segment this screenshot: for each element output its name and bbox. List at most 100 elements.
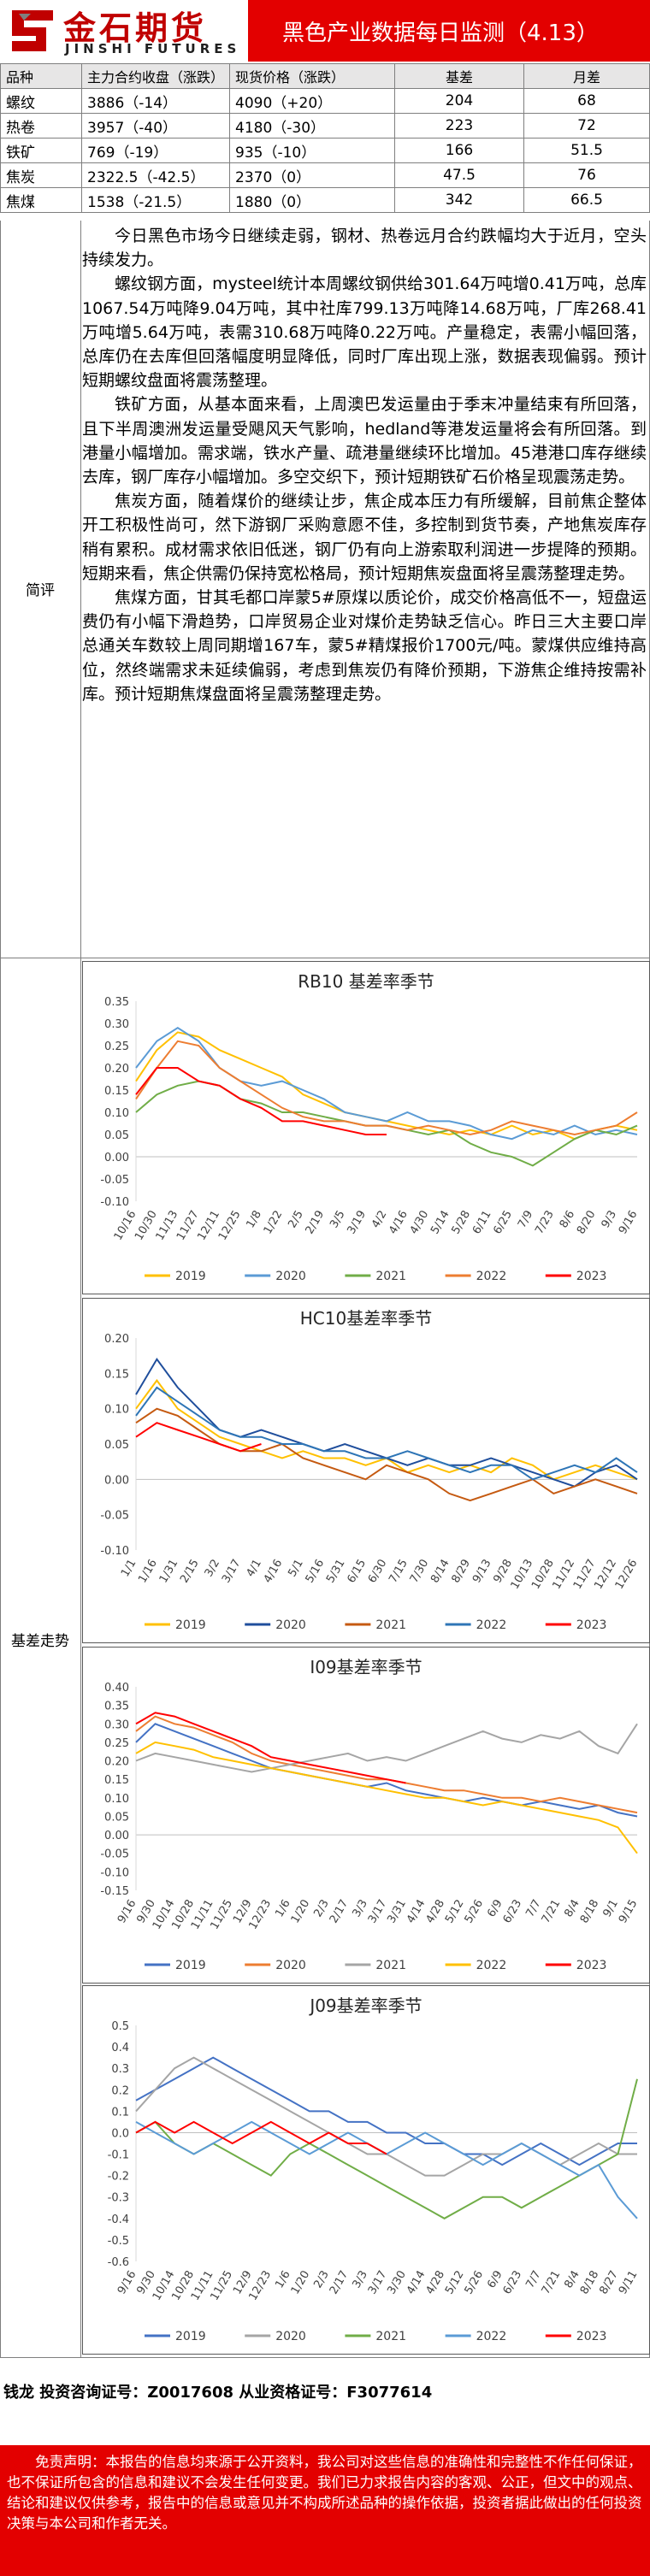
month-spread-value: 66.5 bbox=[523, 187, 650, 213]
series-line-2019 bbox=[135, 1031, 638, 1141]
x-tick-label: 1/22 bbox=[262, 1209, 286, 1237]
legend-label: 2023 bbox=[576, 2330, 607, 2343]
y-tick-label: 0.20 bbox=[104, 1063, 129, 1076]
x-tick-label: 7/21 bbox=[540, 1898, 564, 1926]
y-tick-label: 0.15 bbox=[104, 1368, 129, 1381]
frame-bottom-border bbox=[0, 2357, 650, 2358]
x-tick-label: 8/18 bbox=[578, 1898, 602, 1926]
series-line-2021 bbox=[135, 2078, 638, 2219]
y-tick-label: -0.05 bbox=[100, 1848, 129, 1861]
commentary-paragraph: 铁矿方面，从基本面来看，上周澳巴发运量由于季末冲量结束有所回落，且下半周澳洲发运… bbox=[82, 395, 647, 487]
x-tick-label: 1/1 bbox=[119, 1558, 139, 1580]
y-tick-label: 0.30 bbox=[104, 1018, 129, 1031]
spot-price: 4090（+20） bbox=[229, 88, 395, 114]
table-row: 焦煤 1538（-21.5） 1880（0） 342 66.5 bbox=[0, 187, 650, 213]
x-tick-label: 7/30 bbox=[408, 1558, 432, 1586]
x-tick-label: 2/19 bbox=[304, 1209, 328, 1237]
basis-value: 47.5 bbox=[394, 162, 524, 188]
y-tick-label: -0.1 bbox=[108, 2149, 129, 2162]
x-tick-label: 9/16 bbox=[115, 2269, 139, 2297]
y-tick-label: -0.10 bbox=[100, 1866, 129, 1879]
legend-label: 2022 bbox=[476, 1959, 507, 1972]
y-tick-label: 0.40 bbox=[104, 1682, 129, 1695]
x-tick-label: 3/31 bbox=[385, 1898, 409, 1926]
x-tick-label: 9/16 bbox=[617, 1209, 641, 1237]
y-tick-label: 0.10 bbox=[104, 1793, 129, 1806]
y-tick-label: 0.15 bbox=[104, 1774, 129, 1787]
x-tick-label: 4/2 bbox=[369, 1209, 389, 1231]
contract-close: 3957（-40） bbox=[81, 113, 230, 139]
commentary-paragraph: 焦煤方面，甘其毛都口岸蒙5#原煤以质论价，成交价格高低不一，短盘运费仍有小幅下滑… bbox=[82, 588, 647, 704]
x-tick-label: 5/26 bbox=[463, 1898, 487, 1926]
product-name: 焦炭 bbox=[0, 162, 82, 188]
y-tick-label: 0.00 bbox=[104, 1152, 129, 1164]
y-tick-label: -0.05 bbox=[100, 1510, 129, 1523]
legend-label: 2022 bbox=[476, 1270, 507, 1283]
legend-label: 2019 bbox=[175, 1959, 206, 1972]
x-tick-label: 7/23 bbox=[533, 1209, 557, 1237]
title-bar bbox=[248, 0, 650, 62]
x-tick-label: 2/5 bbox=[286, 1209, 305, 1231]
x-tick-label: 5/16 bbox=[304, 1558, 328, 1586]
x-tick-label: 8/20 bbox=[575, 1209, 599, 1237]
commentary-paragraph: 螺纹钢方面，mysteel统计本周螺纹钢供给301.64万吨增0.41万吨，总库… bbox=[82, 274, 647, 391]
x-tick-label: 9/15 bbox=[617, 1898, 641, 1926]
col-header-product: 品种 bbox=[0, 63, 82, 89]
x-tick-label: 4/30 bbox=[408, 1209, 432, 1237]
product-name: 焦煤 bbox=[0, 187, 82, 213]
x-tick-label: 5/26 bbox=[463, 2269, 487, 2297]
chart-j09-basis: J09基差率季节 0.5 0.4 0.3 0.2 0.1 0.0 -0.1 -0.2 -0.3 -0… bbox=[82, 1985, 650, 2355]
x-tick-label: 5/12 bbox=[443, 1898, 467, 1926]
series-line-2023 bbox=[135, 1422, 262, 1453]
basis-value: 342 bbox=[394, 187, 524, 213]
contract-close: 1538（-21.5） bbox=[81, 187, 230, 213]
col-header-month-spread: 月差 bbox=[523, 63, 650, 89]
x-tick-label: 1/16 bbox=[136, 1558, 160, 1586]
x-tick-label: 7/21 bbox=[540, 2269, 564, 2297]
logo-english-name: JINSHI FUTURES bbox=[65, 41, 241, 56]
month-spread-value: 72 bbox=[523, 113, 650, 139]
y-tick-label: 0.20 bbox=[104, 1756, 129, 1769]
x-tick-label: 12/26 bbox=[613, 1558, 641, 1592]
basis-value: 204 bbox=[394, 88, 524, 114]
x-tick-label: 3/30 bbox=[385, 2269, 409, 2297]
x-tick-label: 2/17 bbox=[328, 1898, 352, 1926]
y-tick-label: 0.25 bbox=[104, 1737, 129, 1750]
x-tick-label: 6/11 bbox=[470, 1209, 494, 1237]
series-line-2020 bbox=[135, 1357, 638, 1488]
chart-title: RB10 基差率季节 bbox=[298, 971, 434, 992]
report-header: 金石期货 JINSHI FUTURES 黑色产业数据每日监测（4.13） bbox=[0, 0, 650, 62]
legend-label: 2023 bbox=[576, 1270, 607, 1283]
x-tick-label: 8/14 bbox=[428, 1558, 452, 1586]
x-tick-label: 2/17 bbox=[328, 2269, 352, 2297]
x-tick-label: 9/16 bbox=[115, 1898, 139, 1926]
comment-section-label: 简评 bbox=[26, 582, 55, 599]
x-tick-label: 6/23 bbox=[501, 2269, 525, 2297]
series-line-2023 bbox=[135, 2120, 387, 2155]
y-tick-label: 0.4 bbox=[111, 2042, 129, 2054]
contract-close: 769（-19） bbox=[81, 138, 230, 163]
table-row: 螺纹 3886（-14） 4090（+20） 204 68 bbox=[0, 88, 650, 114]
x-tick-label: 1/8 bbox=[245, 1209, 264, 1231]
chart-hc10-basis: HC10基差率季节 0.20 0.15 0.10 0.05 0.00 -0.05 -0.10 1… bbox=[82, 1298, 650, 1643]
x-tick-label: 1/31 bbox=[157, 1558, 181, 1586]
spot-price: 935（-10） bbox=[229, 138, 395, 163]
y-tick-label: 0.05 bbox=[104, 1129, 129, 1142]
legend-label: 2023 bbox=[576, 1618, 607, 1632]
x-tick-label: 8/18 bbox=[578, 2269, 602, 2297]
series-line-2022 bbox=[135, 1040, 638, 1136]
legend-label: 2019 bbox=[175, 2330, 206, 2343]
y-tick-label: 0.35 bbox=[104, 1701, 129, 1713]
x-tick-label: 3/17 bbox=[366, 1898, 390, 1926]
series-line-2019 bbox=[135, 2056, 637, 2166]
series-line-2023 bbox=[135, 1067, 387, 1135]
hc10-basis-chart-svg: HC10基差率季节0.200.150.100.050.00-0.05-0.101… bbox=[100, 1308, 641, 1632]
col-header-spot-price: 现货价格（涨跌） bbox=[229, 63, 395, 89]
y-tick-label: 0.30 bbox=[104, 1718, 129, 1731]
x-tick-label: 6/30 bbox=[366, 1558, 390, 1586]
legend-label: 2021 bbox=[375, 1959, 406, 1972]
y-tick-label: 0.05 bbox=[104, 1811, 129, 1824]
y-tick-label: -0.6 bbox=[108, 2256, 129, 2269]
legend-label: 2021 bbox=[375, 1618, 406, 1632]
analyst-contact: 钱龙 投资咨询证号：Z0017608 从业资格证号：F3077614 bbox=[3, 2384, 433, 2402]
